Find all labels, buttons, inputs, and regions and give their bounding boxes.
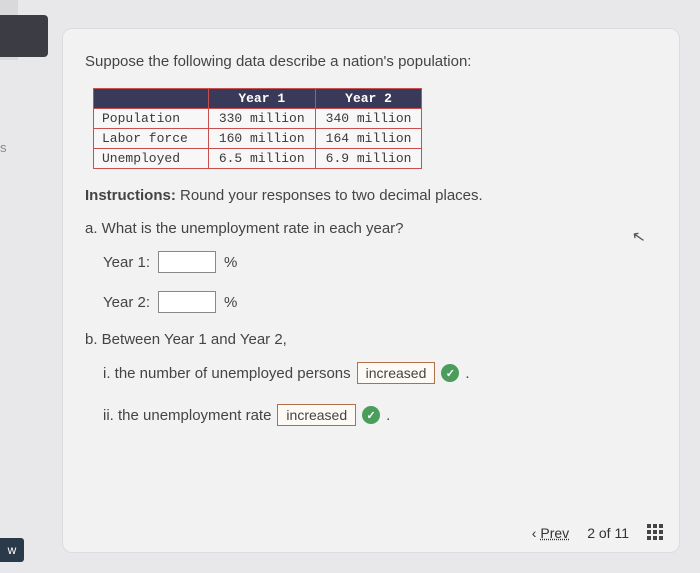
- cursor-icon: ↖: [630, 226, 647, 248]
- question-card: Suppose the following data describe a na…: [62, 28, 680, 553]
- cell: 6.5 million: [208, 149, 315, 169]
- row-label-laborforce: Labor force: [94, 129, 209, 149]
- prev-label: Prev: [540, 525, 569, 541]
- year2-answer-row: Year 2: %: [103, 291, 657, 313]
- instructions-text: Round your responses to two decimal plac…: [176, 187, 483, 204]
- chevron-left-icon: ‹: [532, 525, 537, 541]
- table-header-blank: [94, 89, 209, 109]
- period: .: [386, 407, 390, 424]
- check-icon: ✓: [362, 406, 380, 424]
- year2-input[interactable]: [158, 291, 216, 313]
- period: .: [465, 365, 469, 382]
- question-b: b. Between Year 1 and Year 2,: [85, 331, 657, 348]
- question-a: a. What is the unemployment rate in each…: [85, 220, 657, 237]
- page-of: of: [599, 525, 611, 541]
- row-label-unemployed: Unemployed: [94, 149, 209, 169]
- left-w-tab[interactable]: w: [0, 538, 24, 562]
- cell: 340 million: [315, 109, 422, 129]
- table-row: Labor force 160 million 164 million: [94, 129, 422, 149]
- instructions-line: Instructions: Round your responses to tw…: [85, 187, 657, 204]
- percent-symbol: %: [224, 294, 237, 311]
- pager: 2 of 11: [587, 525, 629, 541]
- table-header-year1: Year 1: [208, 89, 315, 109]
- prev-button[interactable]: ‹ Prev: [532, 525, 569, 541]
- cell: 164 million: [315, 129, 422, 149]
- cell: 6.9 million: [315, 149, 422, 169]
- year1-answer-row: Year 1: %: [103, 251, 657, 273]
- page-total: 11: [614, 525, 629, 541]
- left-s-label: s: [0, 140, 10, 160]
- left-dark-tab[interactable]: [0, 15, 48, 57]
- row-label-population: Population: [94, 109, 209, 129]
- grid-icon[interactable]: [647, 524, 665, 542]
- check-icon: ✓: [441, 364, 459, 382]
- table-header-year2: Year 2: [315, 89, 422, 109]
- year1-label: Year 1:: [103, 254, 150, 271]
- intro-text: Suppose the following data describe a na…: [85, 53, 657, 70]
- question-b-ii: ii. the unemployment rate increased ✓ .: [103, 404, 657, 426]
- table-row: Unemployed 6.5 million 6.9 million: [94, 149, 422, 169]
- cell: 330 million: [208, 109, 315, 129]
- percent-symbol: %: [224, 254, 237, 271]
- population-table: Year 1 Year 2 Population 330 million 340…: [93, 88, 422, 169]
- cell: 160 million: [208, 129, 315, 149]
- instructions-label: Instructions:: [85, 187, 176, 204]
- year2-label: Year 2:: [103, 294, 150, 311]
- question-b-i: i. the number of unemployed persons incr…: [103, 362, 657, 384]
- bi-pretext: i. the number of unemployed persons: [103, 365, 351, 382]
- table-row: Population 330 million 340 million: [94, 109, 422, 129]
- year1-input[interactable]: [158, 251, 216, 273]
- page-current: 2: [587, 525, 595, 541]
- bii-pretext: ii. the unemployment rate: [103, 407, 271, 424]
- bi-select[interactable]: increased: [357, 362, 436, 384]
- bii-select[interactable]: increased: [277, 404, 356, 426]
- footer-nav: ‹ Prev 2 of 11: [532, 524, 665, 542]
